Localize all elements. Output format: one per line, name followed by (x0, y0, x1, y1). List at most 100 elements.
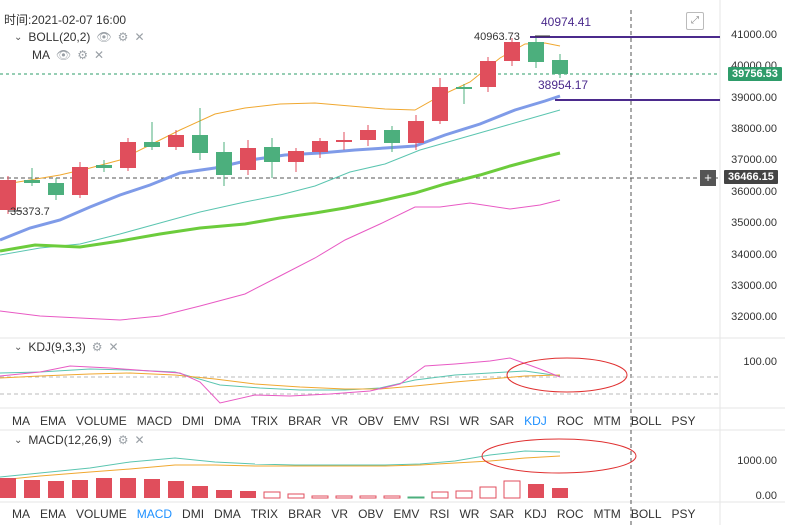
close-icon[interactable]: ✕ (108, 340, 119, 354)
collapse-chevron-icon[interactable]: ⌄ (14, 341, 23, 353)
collapse-chevron-icon[interactable]: ⌄ (14, 31, 23, 43)
macd-bar (240, 491, 256, 498)
candle-body (264, 147, 280, 162)
price-axis-tick: 39000.00 (731, 92, 777, 104)
tab-emv[interactable]: EMV (393, 507, 420, 521)
macd-bar (216, 490, 232, 498)
tab-wr[interactable]: WR (459, 414, 480, 428)
tab-ma[interactable]: MA (12, 507, 30, 521)
indicator-tabs-top: MA EMA VOLUME MACD DMI DMA TRIX BRAR VR OBV EMV RSI… (0, 410, 701, 432)
boll-mid-line (0, 94, 561, 242)
tab-dma[interactable]: DMA (214, 507, 241, 521)
ma-line-green (0, 151, 561, 253)
tab-vr[interactable]: VR (331, 414, 349, 428)
tab-mtm[interactable]: MTM (593, 507, 621, 521)
tab-obv[interactable]: OBV (358, 507, 384, 521)
candle-body (288, 151, 304, 162)
tab-brar[interactable]: BRAR (288, 507, 322, 521)
macd-bar (287, 493, 305, 499)
close-icon[interactable]: ✕ (134, 30, 145, 44)
fullscreen-icon[interactable]: ⤢ (686, 12, 704, 30)
tab-roc[interactable]: ROC (556, 414, 584, 428)
price-axis-tick: 37000.00 (731, 154, 777, 166)
ma-line-pink (0, 199, 561, 321)
candle-body (408, 121, 424, 143)
tab-sar[interactable]: SAR (489, 414, 515, 428)
tab-macd[interactable]: MACD (136, 507, 173, 521)
tab-wr[interactable]: WR (459, 507, 480, 521)
gear-icon[interactable]: ⚙ (117, 433, 129, 447)
high-line-label: 40974.41 (541, 15, 591, 29)
tab-boll[interactable]: BOLL (630, 414, 662, 428)
kdj-d-line (0, 372, 561, 390)
macd-bar (383, 495, 401, 499)
add-alert-icon[interactable]: + (700, 170, 716, 186)
indicator-tabs-bottom: MA EMA VOLUME MACD DMI DMA TRIX BRAR VR OBV EMV RSI… (0, 503, 701, 525)
candle-body (72, 167, 88, 195)
tab-ema[interactable]: EMA (40, 414, 67, 428)
tab-psy[interactable]: PSY (671, 507, 696, 521)
tab-mtm[interactable]: MTM (593, 414, 621, 428)
tab-rsi[interactable]: RSI (429, 507, 450, 521)
tab-trix[interactable]: TRIX (250, 507, 279, 521)
tab-obv[interactable]: OBV (358, 414, 384, 428)
close-icon[interactable]: ✕ (94, 48, 105, 62)
cursor-price-tag: 36466.15 (724, 170, 778, 184)
gear-icon[interactable]: ⚙ (77, 48, 88, 62)
tab-dmi[interactable]: DMI (182, 507, 205, 521)
kdj-axis-tick: 100.00 (743, 356, 777, 368)
macd-axis-tick-1000: 1000.00 (737, 455, 777, 467)
price-axis-tick: 38000.00 (731, 123, 777, 135)
candle-body (336, 140, 352, 142)
close-icon[interactable]: ✕ (134, 433, 145, 447)
collapse-chevron-icon[interactable]: ⌄ (14, 434, 23, 446)
gear-icon[interactable]: ⚙ (91, 340, 103, 354)
tab-vr[interactable]: VR (331, 507, 349, 521)
boll-legend-label: BOLL(20,2) (28, 30, 91, 44)
ma-legend-label: MA (32, 48, 50, 62)
tab-dma[interactable]: DMA (214, 414, 241, 428)
boll-upper-line (0, 42, 561, 186)
tab-ema[interactable]: EMA (40, 507, 67, 521)
time-label: 时间:2021-02-07 16:00 (4, 13, 127, 27)
tab-macd[interactable]: MACD (136, 414, 173, 428)
eye-icon[interactable]: 👁 (56, 48, 72, 62)
tab-psy[interactable]: PSY (671, 414, 696, 428)
tab-emv[interactable]: EMV (393, 414, 420, 428)
tab-dmi[interactable]: DMI (182, 414, 205, 428)
tab-kdj[interactable]: KDJ (524, 414, 547, 428)
gear-icon[interactable]: ⚙ (117, 30, 129, 44)
tab-volume[interactable]: VOLUME (76, 414, 127, 428)
tab-rsi[interactable]: RSI (429, 414, 450, 428)
tab-ma[interactable]: MA (12, 414, 30, 428)
tab-brar[interactable]: BRAR (288, 414, 322, 428)
tab-roc[interactable]: ROC (556, 507, 584, 521)
candle-body (432, 87, 448, 121)
candle-body (168, 135, 184, 147)
candle-body (192, 135, 208, 153)
high-candle-label: 40963.73 (474, 31, 520, 43)
macd-histogram (0, 478, 568, 499)
macd-bar (263, 491, 281, 499)
macd-bar (0, 478, 16, 498)
tab-volume[interactable]: VOLUME (76, 507, 127, 521)
macd-highlight-circle (481, 438, 637, 474)
macd-dif-line (0, 450, 561, 478)
macd-bar (168, 481, 184, 498)
candle-body (24, 180, 40, 183)
tab-kdj[interactable]: KDJ (524, 507, 547, 521)
macd-bar (192, 486, 208, 498)
tab-sar[interactable]: SAR (489, 507, 515, 521)
tab-boll[interactable]: BOLL (630, 507, 662, 521)
tab-trix[interactable]: TRIX (250, 414, 279, 428)
macd-bar (48, 481, 64, 498)
macd-dea-line (0, 455, 561, 481)
macd-bar (24, 480, 40, 498)
candle-body (96, 165, 112, 168)
price-axis-tick: 33000.00 (731, 280, 777, 292)
macd-bar (120, 478, 136, 498)
macd-bar (431, 491, 449, 499)
eye-icon[interactable]: 👁 (96, 30, 112, 44)
price-axis-tick: 36000.00 (731, 186, 777, 198)
